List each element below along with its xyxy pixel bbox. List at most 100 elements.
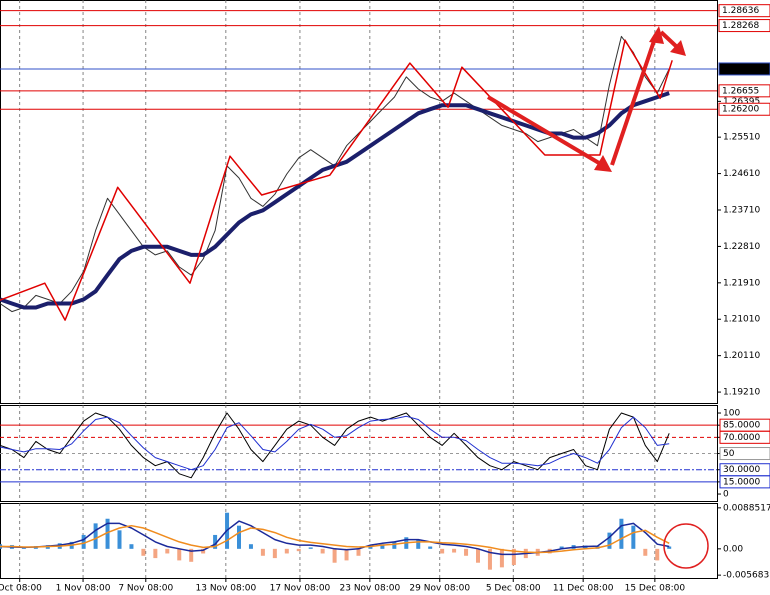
- x-tick-label: 1 Nov 08:00: [56, 584, 111, 594]
- level-label-box: [718, 102, 770, 116]
- histogram-bar: [248, 544, 253, 549]
- level-label-box: [718, 4, 770, 18]
- histogram-bar: [213, 534, 218, 549]
- histogram-bar: [428, 546, 433, 549]
- histogram-bar: [153, 548, 158, 559]
- arrow: [659, 30, 680, 50]
- series-line: [0, 520, 670, 556]
- x-tick-label: 29 Nov 08:00: [409, 584, 470, 594]
- plot-area: [0, 503, 672, 578]
- y-tick-label: 1.22810: [723, 242, 760, 252]
- y-tick-label: 1.26395: [723, 97, 760, 107]
- x-tick-label: 11 Dec 08:00: [553, 584, 614, 594]
- histogram-bar: [129, 544, 134, 549]
- arrow: [610, 37, 657, 166]
- histogram-bar: [81, 534, 86, 549]
- pane-frame: [0, 503, 718, 579]
- level-label-box: [719, 447, 770, 461]
- histogram-bar: [476, 548, 480, 563]
- annotations: [486, 26, 709, 569]
- histogram-bar: [392, 541, 397, 549]
- histogram-bar: [141, 548, 146, 556]
- histogram-bar: [105, 518, 110, 549]
- y-tick-label: 1.20110: [723, 351, 760, 361]
- y-tick-label: 70.0000: [723, 433, 760, 443]
- arrow: [486, 95, 606, 168]
- series-line: [0, 412, 670, 479]
- plot-area: [0, 405, 717, 501]
- arrow-head: [594, 155, 612, 172]
- histogram-bar: [559, 546, 564, 549]
- histogram-bar: [487, 548, 492, 570]
- y-tick-label: 1.21010: [723, 315, 760, 325]
- x-tick-label: 23 Nov 08:00: [340, 584, 401, 594]
- y-tick-label: 15.0000: [723, 477, 760, 487]
- histogram-bar: [332, 548, 337, 563]
- y-tick-label: -0.005683: [723, 571, 769, 581]
- y-tick-label: 1.23710: [723, 205, 760, 215]
- series-line: [0, 524, 670, 554]
- pane-frame: [0, 0, 718, 404]
- histogram-bar: [308, 547, 313, 549]
- histogram-bar: [344, 548, 349, 561]
- histogram-bar: [631, 525, 636, 549]
- histogram-bar: [237, 525, 241, 549]
- level-label-box: [719, 430, 770, 444]
- y-tick-label: 0: [723, 490, 729, 500]
- histogram-bar: [368, 546, 373, 549]
- histogram-bar: [272, 548, 277, 559]
- histogram-bar: [296, 548, 301, 552]
- histogram-bar: [93, 523, 98, 549]
- histogram-bar: [320, 548, 325, 554]
- level-label-box: [719, 475, 770, 489]
- histogram-bar: [260, 548, 265, 556]
- histogram-bar: [177, 548, 182, 561]
- histogram-bar: [165, 548, 170, 554]
- histogram-bar: [499, 548, 504, 568]
- histogram-bar: [452, 548, 457, 553]
- histogram-bar: [380, 544, 385, 549]
- series-line: [0, 415, 670, 471]
- histogram-bar: [440, 548, 445, 554]
- series-line: [0, 39, 673, 321]
- x-tick-label: 17 Nov 08:00: [270, 584, 331, 594]
- histogram-bar: [117, 530, 122, 549]
- x-tick-label: 15 Dec 08:00: [625, 584, 686, 594]
- y-tick-label: 100: [723, 409, 740, 419]
- plot-area: [0, 0, 717, 403]
- histogram-bar: [416, 539, 421, 549]
- level-label: 1.26200: [722, 105, 759, 115]
- histogram-bar: [284, 548, 289, 554]
- x-tick-label: Oct 08:00: [0, 584, 42, 594]
- y-tick-label: 30.0000: [723, 465, 760, 475]
- level-label: 1.27196: [722, 64, 759, 74]
- level-label: 1.26655: [722, 86, 759, 96]
- y-tick-label: 1.24610: [723, 169, 760, 179]
- histogram-bar: [655, 548, 660, 561]
- histogram-bar: [356, 548, 361, 556]
- histogram-bar: [464, 548, 469, 556]
- series-line: [0, 91, 670, 310]
- y-tick-label: 0.0088517: [723, 503, 770, 513]
- y-tick-label: 0.00: [723, 544, 743, 554]
- histogram-bar: [643, 548, 648, 556]
- y-tick-label: 1.21910: [723, 278, 760, 288]
- level-label-box: [718, 19, 770, 33]
- level-label-box: [718, 62, 770, 76]
- level-label: 1.28268: [722, 21, 759, 31]
- y-tick-label: 85.0000: [723, 421, 760, 431]
- histogram-bar: [511, 548, 516, 566]
- histogram-bar: [667, 546, 672, 549]
- arrow-head: [670, 40, 686, 56]
- highlight-circle: [663, 523, 709, 569]
- x-tick-label: 13 Nov 08:00: [196, 584, 257, 594]
- y-tick-label: 1.19210: [723, 388, 760, 398]
- y-tick-label: 50: [723, 449, 735, 459]
- arrow-head: [649, 26, 664, 44]
- x-tick-label: 5 Dec 08:00: [486, 584, 541, 594]
- level-label-box: [718, 84, 770, 98]
- histogram-bar: [607, 532, 612, 549]
- histogram-bar: [619, 518, 624, 549]
